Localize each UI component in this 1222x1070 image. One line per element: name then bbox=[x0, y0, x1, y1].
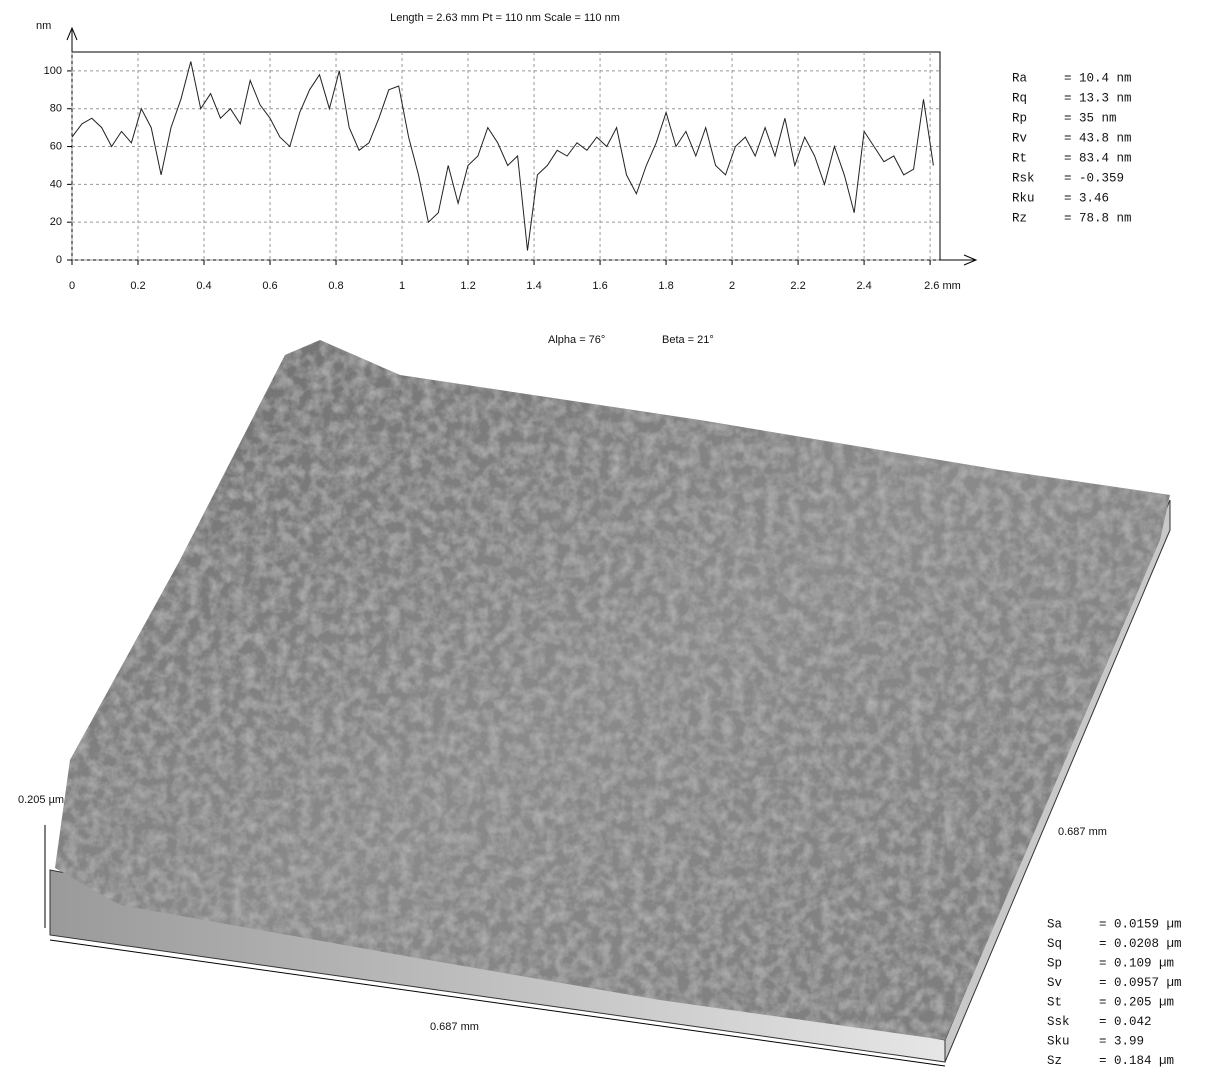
x-tick-label: 1.4 bbox=[526, 280, 541, 292]
x-tick-label: 0.2 bbox=[130, 280, 145, 292]
surface-top bbox=[55, 340, 1170, 1040]
param-name: Sa bbox=[1047, 917, 1063, 931]
param-name: Ra bbox=[1012, 71, 1028, 85]
param-value: = 3.99 bbox=[1099, 1034, 1144, 1048]
x-tick-label: 1.6 bbox=[592, 280, 607, 292]
param-value: = 10.4 nm bbox=[1064, 71, 1132, 85]
param-name: Rt bbox=[1012, 151, 1027, 165]
param-name: Ssk bbox=[1047, 1015, 1070, 1029]
param-name: Rku bbox=[1012, 191, 1035, 205]
param-name: Sq bbox=[1047, 937, 1062, 951]
profile-title: Length = 2.63 mm Pt = 110 nm Scale = 110… bbox=[390, 12, 620, 24]
x-tick-label: 1 bbox=[399, 280, 405, 292]
x-tick-label: 2.6 mm bbox=[924, 280, 961, 292]
param-name: Sku bbox=[1047, 1034, 1070, 1048]
alpha-label: Alpha = 76° bbox=[548, 334, 605, 346]
x-tick-label: 2.4 bbox=[856, 280, 871, 292]
x-tick-label: 0.4 bbox=[196, 280, 211, 292]
x-tick-label: 1.8 bbox=[658, 280, 673, 292]
x-arrow-head bbox=[963, 254, 978, 266]
profile-line bbox=[71, 61, 934, 251]
y-tick-label: 40 bbox=[50, 178, 62, 190]
y-label-3d: 0.687 mm bbox=[1058, 826, 1107, 838]
param-value: = 35 nm bbox=[1064, 111, 1117, 125]
param-value: = 13.3 nm bbox=[1064, 91, 1132, 105]
z-label: 0.205 µm bbox=[18, 794, 64, 806]
y-arrow-head bbox=[66, 26, 78, 41]
roughness-params: Ra = 10.4 nm Rq = 13.3 nm Rp = 35 nm Rv = 43.8 … bbox=[1012, 71, 1132, 225]
param-value: = 43.8 nm bbox=[1064, 131, 1132, 145]
beta-label: Beta = 21° bbox=[662, 334, 714, 346]
y-unit: nm bbox=[36, 20, 51, 32]
x-tick-label: 0 bbox=[69, 280, 75, 292]
surface-3d bbox=[44, 340, 1171, 1067]
surface-params: Sa = 0.0159 µm Sq = 0.0208 µm Sp = 0.109 µm Sv… bbox=[1047, 917, 1182, 1068]
param-value: = 0.109 µm bbox=[1099, 956, 1174, 970]
param-name: Rp bbox=[1012, 111, 1027, 125]
param-value: = 0.205 µm bbox=[1099, 995, 1174, 1009]
x-axis-3d bbox=[49, 939, 946, 1067]
param-name: Rq bbox=[1012, 91, 1027, 105]
x-tick-label: 1.2 bbox=[460, 280, 475, 292]
param-name: Rv bbox=[1012, 131, 1028, 145]
x-label-3d: 0.687 mm bbox=[430, 1021, 479, 1033]
x-tick-label: 2.2 bbox=[790, 280, 805, 292]
x-tick-label: 0.8 bbox=[328, 280, 343, 292]
param-value: = 78.8 nm bbox=[1064, 211, 1132, 225]
param-value: = -0.359 bbox=[1064, 171, 1124, 185]
param-value: = 0.0957 µm bbox=[1099, 976, 1182, 990]
y-tick-label: 0 bbox=[56, 254, 62, 266]
plot-frame bbox=[71, 51, 941, 261]
y-tick-label: 60 bbox=[50, 140, 62, 152]
param-value: = 0.0159 µm bbox=[1099, 917, 1182, 931]
y-tick-label: 100 bbox=[44, 65, 62, 77]
x-tick-label: 2 bbox=[729, 280, 735, 292]
param-value: = 0.0208 µm bbox=[1099, 937, 1182, 951]
param-name: St bbox=[1047, 995, 1062, 1009]
x-tick-label: 0.6 bbox=[262, 280, 277, 292]
param-value: = 0.042 bbox=[1099, 1015, 1152, 1029]
param-value: = 3.46 bbox=[1064, 191, 1109, 205]
param-name: Rsk bbox=[1012, 171, 1035, 185]
param-name: Sv bbox=[1047, 976, 1063, 990]
y-tick-label: 80 bbox=[50, 103, 62, 115]
param-name: Rz bbox=[1012, 211, 1027, 225]
y-tick-label: 20 bbox=[50, 216, 62, 228]
param-name: Sp bbox=[1047, 956, 1062, 970]
param-value: = 83.4 nm bbox=[1064, 151, 1132, 165]
profile-plot: 0 20 40 60 80 100 0 0.2 0.4 0.6 0.8 1 1.2 1.4 1.6 1.8 2 2… bbox=[44, 26, 978, 292]
param-value: = 0.184 µm bbox=[1099, 1054, 1174, 1068]
param-name: Sz bbox=[1047, 1054, 1062, 1068]
